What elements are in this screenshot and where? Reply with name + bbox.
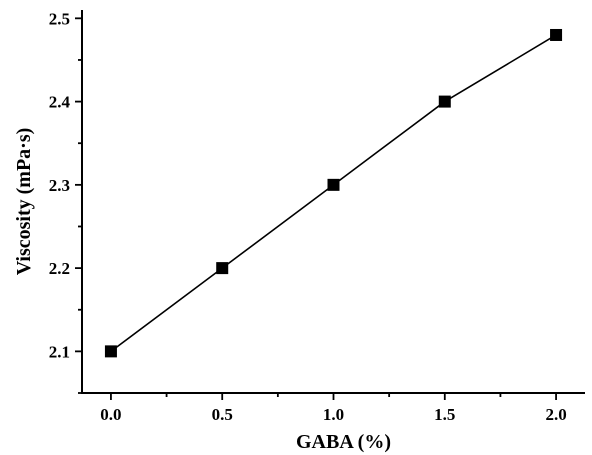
x-tick-label: 0.0 — [100, 405, 121, 424]
x-tick-label: 2.0 — [545, 405, 566, 424]
y-tick-label: 2.1 — [49, 342, 70, 361]
y-tick-label: 2.3 — [49, 176, 70, 195]
series-layer — [104, 28, 563, 358]
x-ticks: 0.0 0.5 1.0 1.5 2.0 — [100, 393, 567, 424]
x-tick-label: 1.0 — [323, 405, 344, 424]
x-axis-title: GABA (%) — [296, 431, 391, 453]
x-tick-label: 0.5 — [212, 405, 233, 424]
series-line — [110, 34, 557, 353]
data-point — [327, 178, 340, 191]
y-tick-label: 2.4 — [49, 93, 71, 112]
y-tick-label: 2.2 — [49, 259, 70, 278]
y-ticks: 2.1 2.2 2.3 2.4 2.5 — [49, 9, 82, 394]
x-tick-label: 1.5 — [434, 405, 455, 424]
data-point — [104, 345, 117, 358]
y-tick-label: 2.5 — [49, 9, 70, 28]
data-point — [438, 95, 451, 108]
y-axis-title: Viscosity (mPa·s) — [13, 128, 35, 276]
data-point — [216, 262, 229, 275]
data-point — [550, 28, 563, 41]
